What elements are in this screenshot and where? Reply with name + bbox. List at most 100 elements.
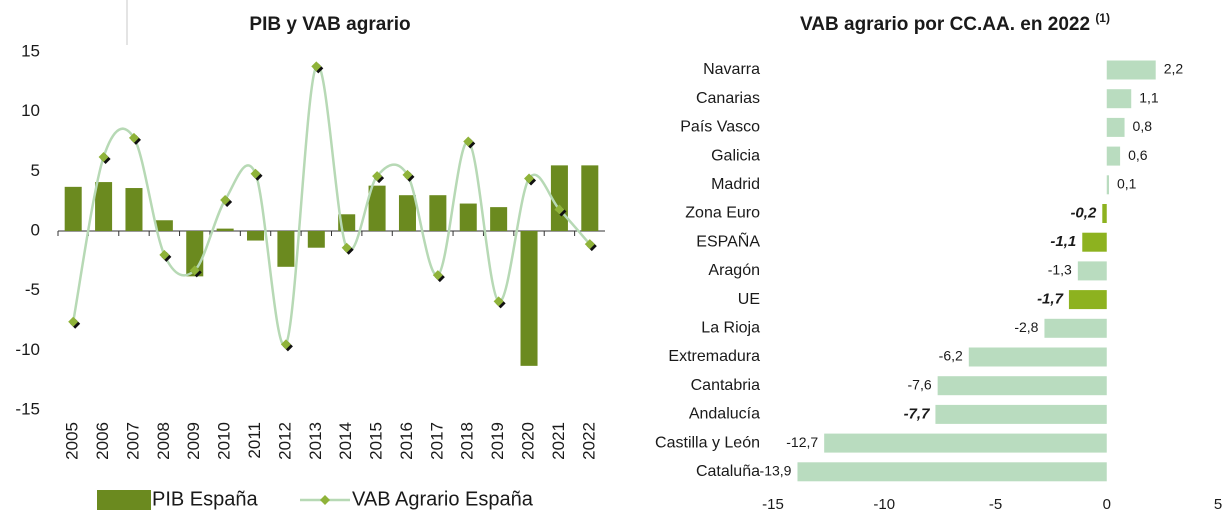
x-tick-label: 2016	[397, 422, 416, 460]
x-tick-label: 2007	[123, 422, 142, 460]
data-label: 0,6	[1128, 147, 1148, 163]
bar	[1106, 175, 1109, 195]
y-tick-label: Extremadura	[668, 348, 760, 365]
data-label: -13,9	[760, 463, 792, 479]
x-tick-label: 2021	[549, 422, 568, 460]
marker	[554, 204, 565, 215]
y-tick-label: Castilla y León	[655, 434, 760, 451]
y-tick-label: Cataluña	[696, 463, 760, 480]
bar	[935, 404, 1107, 424]
y-tick-label: 10	[21, 101, 40, 120]
bar	[520, 231, 538, 366]
y-tick-label: La Rioja	[701, 320, 760, 337]
bar	[277, 231, 295, 267]
bar	[968, 347, 1107, 367]
x-tick-label: 2015	[367, 422, 386, 460]
chart-title: VAB agrario por CC.AA. en 2022 (1)	[800, 11, 1110, 35]
bar	[1068, 290, 1107, 310]
data-label: 1,1	[1139, 89, 1159, 105]
bar	[95, 182, 113, 231]
bar	[824, 433, 1107, 453]
bar	[64, 186, 82, 231]
marker	[68, 316, 79, 327]
marker	[311, 61, 322, 72]
y-tick-label: Cantabria	[691, 377, 760, 394]
bar	[1106, 89, 1132, 109]
bar	[1106, 146, 1121, 166]
marker	[493, 296, 504, 307]
y-tick-label: País Vasco	[680, 119, 760, 136]
marker	[98, 152, 109, 163]
bar	[307, 231, 325, 248]
bar	[1106, 60, 1156, 80]
data-label: -1,1	[1050, 233, 1076, 250]
data-label: 2,2	[1164, 61, 1184, 77]
x-tick-label: 0	[1103, 496, 1111, 513]
y-tick-label: Galicia	[711, 147, 760, 164]
legend-marker	[320, 495, 330, 505]
title-note: (1)	[1095, 11, 1110, 25]
title-text: VAB agrario por CC.AA. en 2022	[800, 14, 1090, 35]
x-tick-label: 2006	[93, 422, 112, 460]
data-label: 0,8	[1133, 118, 1153, 134]
data-label: -7,7	[904, 405, 931, 422]
line	[71, 64, 591, 347]
marker	[250, 168, 261, 179]
data-label: -1,7	[1037, 291, 1064, 308]
y-tick-label: UE	[738, 291, 760, 308]
bar	[155, 220, 173, 231]
x-tick-label: 5	[1214, 496, 1222, 513]
y-tick-label: Aragón	[708, 262, 760, 279]
y-tick-label: -10	[15, 340, 40, 359]
x-tick-label: -10	[873, 496, 895, 513]
marker	[189, 265, 200, 276]
data-label: -0,2	[1070, 204, 1097, 221]
bar	[937, 376, 1107, 396]
y-tick-label: Zona Euro	[685, 205, 760, 222]
chart-title: PIB y VAB agrario	[249, 14, 410, 35]
data-label: -2,8	[1014, 319, 1038, 335]
bar	[247, 231, 265, 241]
x-tick-label: 2005	[63, 422, 82, 460]
data-label: -12,7	[786, 434, 818, 450]
x-tick-label: 2010	[215, 422, 234, 460]
bar	[429, 195, 447, 231]
marker	[463, 136, 474, 147]
data-label: -6,2	[939, 348, 963, 364]
data-label: -1,3	[1048, 262, 1072, 278]
y-tick-label: ESPAÑA	[696, 230, 760, 250]
x-tick-label: 2014	[336, 422, 355, 460]
y-tick-label: -5	[25, 280, 40, 299]
x-tick-label: 2022	[579, 422, 598, 460]
x-tick-label: 2019	[488, 422, 507, 460]
bar	[368, 185, 386, 231]
y-tick-label: 5	[31, 161, 40, 180]
bar	[1077, 261, 1107, 281]
x-tick-label: 2017	[427, 422, 446, 460]
y-tick-label: -15	[15, 399, 40, 418]
data-label: -7,6	[908, 376, 932, 392]
x-tick-label: 2020	[519, 422, 538, 460]
x-tick-label: 2011	[245, 422, 264, 459]
y-tick-label: 15	[21, 41, 40, 60]
y-tick-label: Madrid	[711, 176, 760, 193]
bar	[581, 165, 599, 231]
x-tick-label: 2013	[306, 422, 325, 460]
bar	[550, 165, 568, 231]
y-tick-label: Navarra	[703, 61, 760, 78]
bar	[125, 188, 143, 231]
bar	[1082, 232, 1107, 252]
bar	[459, 203, 477, 231]
y-tick-label: 0	[31, 220, 40, 239]
marker	[341, 242, 352, 253]
marker	[432, 270, 443, 281]
bar	[490, 207, 508, 231]
marker	[159, 249, 170, 260]
marker	[402, 169, 413, 180]
marker	[524, 173, 535, 184]
legend-label: PIB España	[152, 488, 259, 510]
marker	[584, 239, 595, 250]
marker	[280, 339, 291, 350]
bar	[398, 195, 416, 231]
